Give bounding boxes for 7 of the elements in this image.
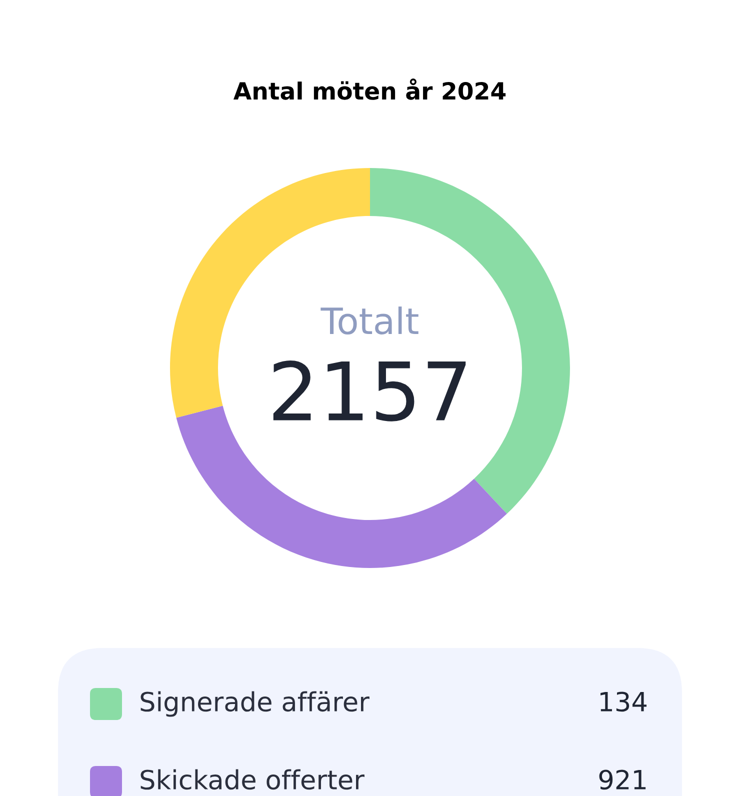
text: 2157 — [273, 360, 466, 422]
text: Totalt — [320, 306, 418, 334]
text: 134 — [600, 692, 647, 712]
text: 921 — [599, 770, 646, 790]
chart-title: Antal möten år 2024 — [233, 78, 506, 100]
legend-label: Skickade offerter — [140, 769, 364, 790]
legend-label: Signerade affärer — [140, 691, 370, 717]
